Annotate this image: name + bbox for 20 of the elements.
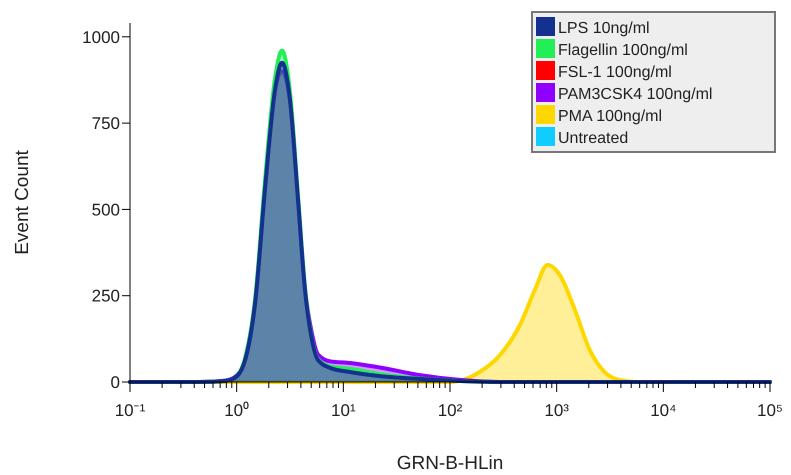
y-tick-label: 250 — [92, 286, 120, 306]
x-tick-label: 10⁴ — [650, 401, 676, 420]
legend-label: Flagellin 100ng/ml — [558, 42, 688, 59]
legend-label: PAM3CSK4 100ng/ml — [558, 86, 712, 103]
x-tick-label: 10² — [438, 401, 463, 420]
y-tick-label: 750 — [92, 114, 120, 134]
x-tick-label: 10⁻¹ — [114, 401, 146, 420]
x-tick-label: 10⁰ — [224, 401, 250, 420]
y-tick-label: 1000 — [82, 28, 120, 47]
legend-label: FSL-1 100ng/ml — [558, 64, 672, 81]
legend-label: Untreated — [558, 130, 628, 147]
x-axis-title: GRN-B-HLin — [396, 453, 504, 474]
legend-label: PMA 100ng/ml — [558, 108, 662, 125]
x-tick-label: 10⁵ — [757, 401, 783, 420]
y-tick-label: 0 — [110, 373, 120, 392]
legend-label: LPS 10ng/ml — [558, 20, 650, 37]
y-axis-title: Event Count — [12, 150, 33, 255]
x-tick-label: 10¹ — [331, 401, 356, 420]
y-tick-label: 500 — [92, 200, 120, 220]
x-tick-label: 10³ — [544, 401, 570, 420]
